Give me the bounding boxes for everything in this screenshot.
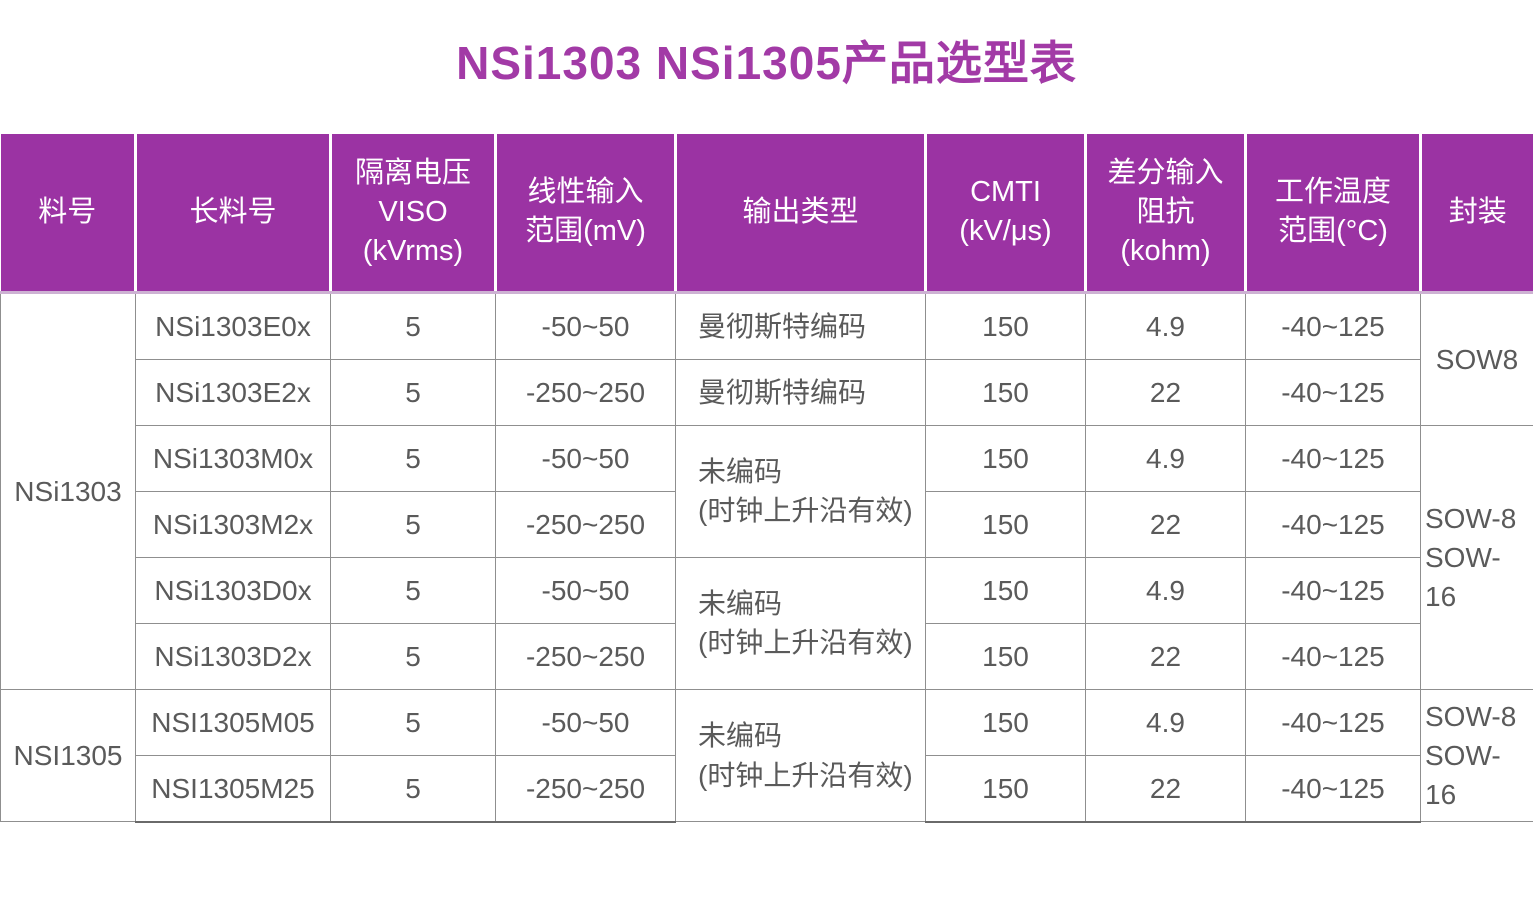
cell-output-type-uncoded: 未编码 (时钟上升沿有效) (676, 557, 926, 689)
page-title: NSi1303 NSi1305产品选型表 (0, 34, 1533, 94)
cell-temp-range: -40~125 (1246, 292, 1421, 359)
cell-viso: 5 (331, 755, 496, 822)
cell-viso: 5 (331, 491, 496, 557)
cell-part-group-nsi1305: NSI1305 (1, 689, 136, 822)
cell-viso: 5 (331, 292, 496, 359)
cell-long-part: NSi1303E2x (136, 359, 331, 425)
cell-temp-range: -40~125 (1246, 755, 1421, 822)
cell-viso: 5 (331, 557, 496, 623)
cell-temp-range: -40~125 (1246, 623, 1421, 689)
cell-impedance: 22 (1086, 491, 1246, 557)
package-label: SOW8 (1436, 340, 1518, 379)
cell-package-sow8-sow16: SOW-8 SOW-16 (1421, 689, 1533, 822)
cell-output-type-uncoded: 未编码 (时钟上升沿有效) (676, 425, 926, 557)
cell-impedance: 4.9 (1086, 292, 1246, 359)
cell-temp-range: -40~125 (1246, 491, 1421, 557)
cell-input-range: -250~250 (496, 491, 676, 557)
table-row: NSi1303M0x 5 -50~50 未编码 (时钟上升沿有效) 150 4.… (1, 425, 1533, 491)
cell-long-part: NSi1303M0x (136, 425, 331, 491)
col-header-long-part-number: 长料号 (136, 134, 331, 293)
cell-long-part: NSi1303M2x (136, 491, 331, 557)
table-row: NSi1303 NSi1303E0x 5 -50~50 曼彻斯特编码 150 4… (1, 292, 1533, 359)
product-selection-table: 料号 长料号 隔离电压 VISO (kVrms) 线性输入 范围(mV) 输出类… (0, 134, 1533, 823)
table-row: NSI1305 NSI1305M05 5 -50~50 未编码 (时钟上升沿有效… (1, 689, 1533, 755)
col-header-package: 封装 (1421, 134, 1533, 293)
cell-temp-range: -40~125 (1246, 557, 1421, 623)
cell-temp-range: -40~125 (1246, 425, 1421, 491)
cell-temp-range: -40~125 (1246, 359, 1421, 425)
cell-input-range: -50~50 (496, 557, 676, 623)
package-label: SOW-8 SOW-16 (1425, 697, 1529, 815)
cell-long-part: NSI1305M25 (136, 755, 331, 822)
cell-cmti: 150 (926, 292, 1086, 359)
col-header-linear-input-range: 线性输入 范围(mV) (496, 134, 676, 293)
cell-input-range: -50~50 (496, 425, 676, 491)
cell-part-group-nsi1303: NSi1303 (1, 292, 136, 689)
cell-cmti: 150 (926, 689, 1086, 755)
cell-input-range: -50~50 (496, 292, 676, 359)
col-header-differential-input-impedance: 差分输入 阻抗 (kohm) (1086, 134, 1246, 293)
cell-viso: 5 (331, 359, 496, 425)
cell-viso: 5 (331, 689, 496, 755)
col-header-operating-temp-range: 工作温度 范围(°C) (1246, 134, 1421, 293)
cell-input-range: -250~250 (496, 359, 676, 425)
cell-impedance: 4.9 (1086, 425, 1246, 491)
cell-long-part: NSi1303D2x (136, 623, 331, 689)
header-row: 料号 长料号 隔离电压 VISO (kVrms) 线性输入 范围(mV) 输出类… (1, 134, 1533, 293)
cell-cmti: 150 (926, 491, 1086, 557)
cell-input-range: -50~50 (496, 689, 676, 755)
col-header-output-type: 输出类型 (676, 134, 926, 293)
table-row: NSi1303E2x 5 -250~250 曼彻斯特编码 150 22 -40~… (1, 359, 1533, 425)
col-header-part-number: 料号 (1, 134, 136, 293)
cell-output-type-uncoded: 未编码 (时钟上升沿有效) (676, 689, 926, 822)
cell-long-part: NSi1303D0x (136, 557, 331, 623)
cell-cmti: 150 (926, 755, 1086, 822)
cell-temp-range: -40~125 (1246, 689, 1421, 755)
cell-viso: 5 (331, 623, 496, 689)
cell-long-part: NSI1305M05 (136, 689, 331, 755)
cell-cmti: 150 (926, 623, 1086, 689)
cell-input-range: -250~250 (496, 623, 676, 689)
col-header-isolation-voltage: 隔离电压 VISO (kVrms) (331, 134, 496, 293)
cell-cmti: 150 (926, 557, 1086, 623)
cell-package-sow8: SOW8 (1421, 292, 1533, 425)
cell-long-part: NSi1303E0x (136, 292, 331, 359)
cell-impedance: 4.9 (1086, 557, 1246, 623)
cell-impedance: 4.9 (1086, 689, 1246, 755)
cell-input-range: -250~250 (496, 755, 676, 822)
cell-cmti: 150 (926, 359, 1086, 425)
cell-output-type: 曼彻斯特编码 (676, 359, 926, 425)
cell-package-sow8-sow16: SOW-8 SOW-16 (1421, 425, 1533, 689)
package-label: SOW-8 SOW-16 (1425, 499, 1529, 617)
cell-impedance: 22 (1086, 755, 1246, 822)
cell-output-type: 曼彻斯特编码 (676, 292, 926, 359)
cell-viso: 5 (331, 425, 496, 491)
col-header-cmti: CMTI (kV/μs) (926, 134, 1086, 293)
table-row: NSi1303D0x 5 -50~50 未编码 (时钟上升沿有效) 150 4.… (1, 557, 1533, 623)
cell-impedance: 22 (1086, 359, 1246, 425)
cell-impedance: 22 (1086, 623, 1246, 689)
cell-cmti: 150 (926, 425, 1086, 491)
